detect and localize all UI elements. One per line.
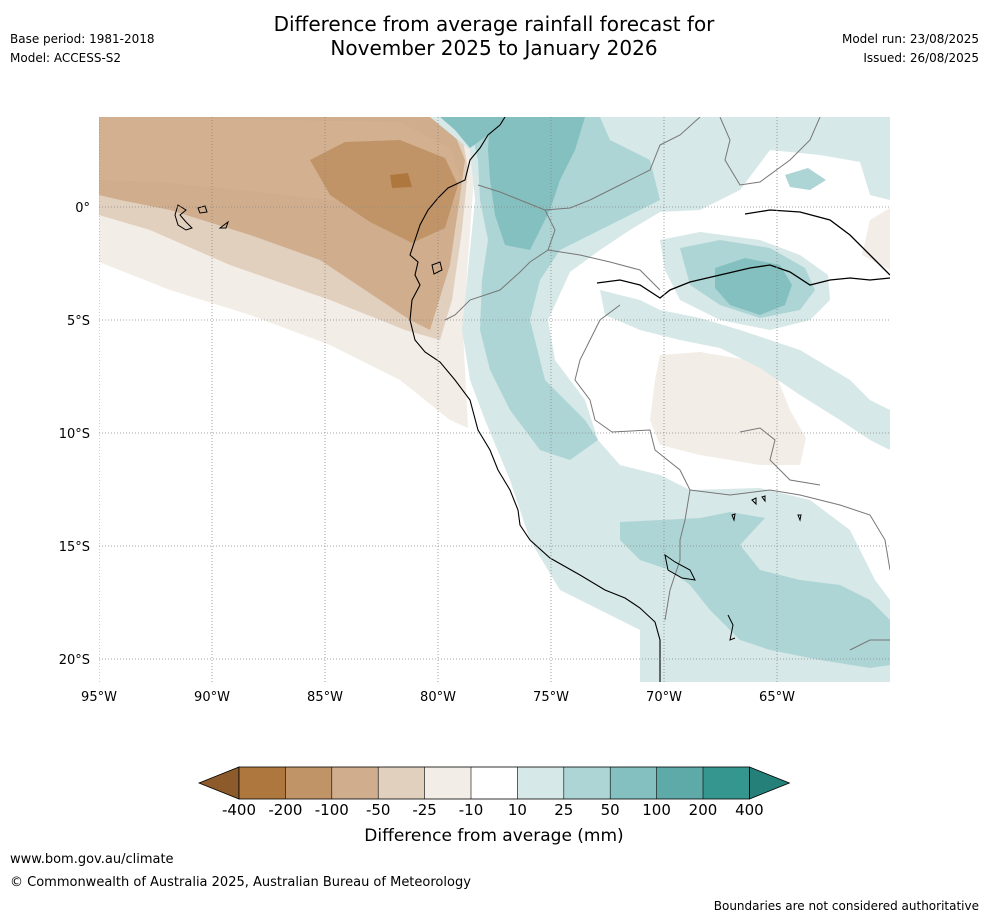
- footer-note: Boundaries are not considered authoritat…: [713, 899, 979, 913]
- lake-titicaca: [664, 553, 696, 581]
- lake-poopo: [727, 614, 736, 641]
- anomaly-band-plus25d: [785, 168, 826, 190]
- border-brazil-states: [739, 427, 821, 486]
- border-peru-brazil-north: [547, 249, 661, 291]
- lon-tick-label: 70°W: [646, 690, 682, 705]
- graticule: [99, 117, 890, 682]
- issued-date: Issued: 26/08/2025: [863, 51, 979, 65]
- anomaly-band-minus100: [310, 140, 458, 243]
- colorbar-swatch: [610, 767, 658, 799]
- colorbar-swatch: [703, 767, 750, 799]
- footer-copyright: © Commonwealth of Australia 2025, Austra…: [10, 875, 471, 890]
- colorbar-title: Difference from average (mm): [364, 826, 624, 846]
- anomaly-band-plus10b: [600, 290, 890, 450]
- lat-tick-label: 0°: [75, 201, 90, 216]
- galapagos-san-cristobal: [218, 220, 229, 229]
- lat-tick-label: 20°S: [59, 653, 90, 668]
- lon-tick-label: 95°W: [81, 690, 117, 705]
- colorbar-tick-label: 400: [735, 801, 764, 819]
- colorbar-swatch: [285, 767, 333, 799]
- gulf-guayaquil-island: [431, 261, 443, 275]
- colorbar-swatch: [563, 767, 611, 799]
- anomaly-dry-patch-brazil: [650, 352, 806, 465]
- anomaly-band-plus50: [488, 117, 585, 250]
- colorbar-tick-label: -10: [458, 801, 484, 819]
- colorbar-tick-label: 50: [600, 801, 620, 819]
- anomaly-band-plus50b: [440, 117, 500, 148]
- anomaly-band-minus200: [390, 173, 412, 188]
- border-ecuador-colombia-peru: [444, 184, 556, 321]
- colorbar-tick-label: -100: [314, 801, 349, 819]
- border-venezuela-guyana: [719, 117, 821, 186]
- lat-tick-label: 5°S: [67, 314, 90, 329]
- colorbar-swatch: [378, 767, 426, 799]
- lon-tick-label: 80°W: [420, 690, 456, 705]
- colorbar: [197, 766, 791, 800]
- map-title: Difference from average rainfall forecas…: [0, 12, 988, 60]
- amazon-river: [596, 264, 890, 299]
- colorbar-extend-low: [197, 766, 240, 800]
- longitude-ticks: 95°W 90°W 85°W 80°W 75°W 70°W 65°W: [81, 690, 795, 705]
- lon-tick-label: 65°W: [759, 690, 795, 705]
- colorbar-tick-label: 100: [642, 801, 671, 819]
- colorbar-tick-label: 200: [688, 801, 718, 819]
- colorbar-tick-label: -400: [221, 801, 257, 819]
- model-run: Model run: 23/08/2025: [841, 32, 979, 46]
- colorbar-swatch: [517, 767, 565, 799]
- colorbar-tick-label: 25: [554, 801, 574, 819]
- footer-url[interactable]: www.bom.gov.au/climate: [10, 852, 174, 867]
- colorbar-tick-label: -200: [268, 801, 303, 819]
- anomaly-band-plus25b: [620, 512, 890, 668]
- colorbar-swatch: [471, 767, 518, 799]
- small-lakes: [731, 495, 802, 522]
- border-paraguay: [849, 639, 890, 651]
- colorbar-swatch: [239, 767, 286, 799]
- title-line-2: November 2025 to January 2026: [330, 36, 658, 60]
- colorbar-tick-label: -50: [365, 801, 391, 819]
- colorbar-tick-label: -25: [412, 801, 437, 819]
- amazon-river-north: [744, 209, 890, 276]
- lon-tick-label: 85°W: [307, 690, 343, 705]
- colorbar-swatch: [656, 767, 704, 799]
- border-bolivia-brazil: [689, 489, 890, 571]
- rainfall-anomaly-map: [99, 117, 890, 682]
- colorbar-swatch: [424, 767, 472, 799]
- latitude-ticks: 0° 5°S 10°S 15°S 20°S: [59, 201, 90, 668]
- base-period: Base period: 1981-2018: [10, 32, 155, 46]
- pacific-coastline: [409, 117, 661, 682]
- lon-tick-label: 75°W: [533, 690, 569, 705]
- lon-tick-label: 90°W: [194, 690, 230, 705]
- lat-tick-label: 10°S: [59, 427, 90, 442]
- galapagos-santa-cruz: [197, 205, 208, 214]
- colorbar-tick-label: 10: [507, 801, 527, 819]
- galapagos-isabela: [174, 204, 193, 231]
- title-line-1: Difference from average rainfall forecas…: [273, 12, 715, 36]
- colorbar-extend-high: [749, 766, 791, 800]
- lat-tick-label: 15°S: [59, 540, 90, 555]
- border-peru-bolivia-brazil: [574, 304, 691, 621]
- colorbar-swatch: [331, 767, 379, 799]
- colorbar-frame: [238, 766, 750, 800]
- model-name: Model: ACCESS-S2: [10, 51, 122, 65]
